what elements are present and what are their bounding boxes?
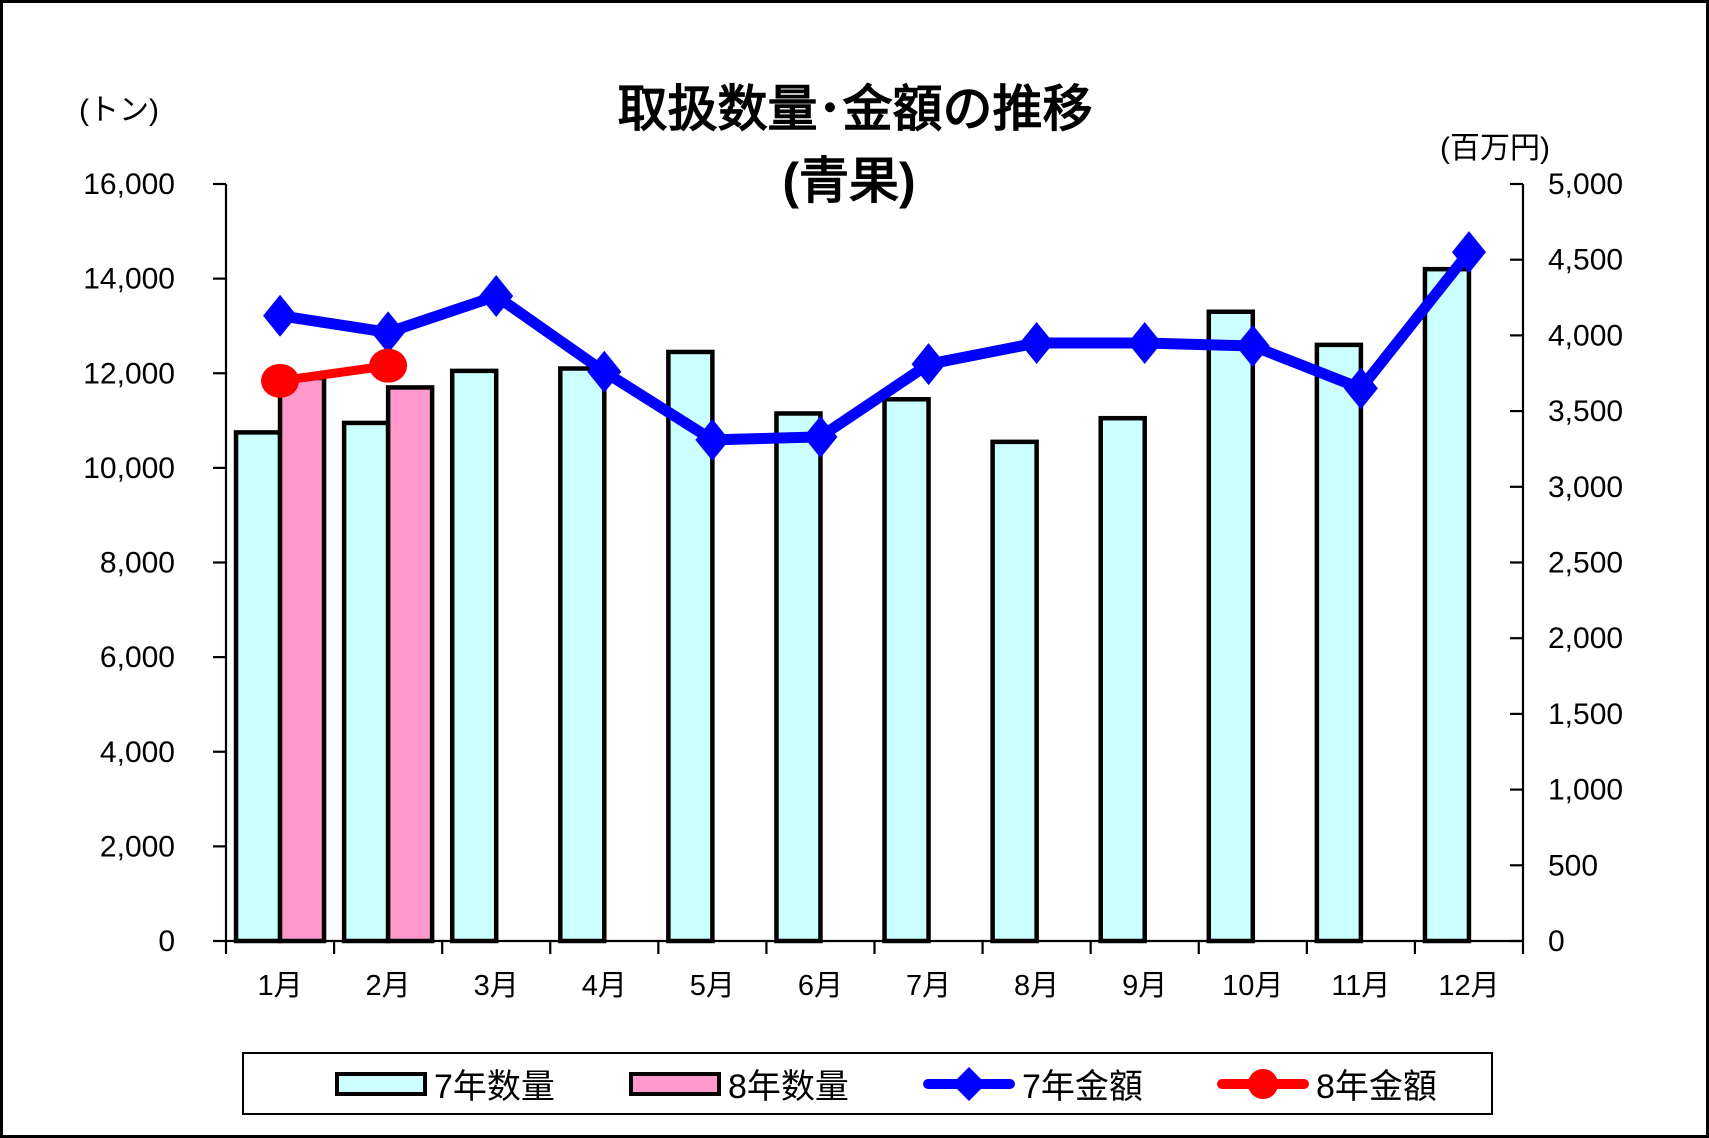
right-tick-label: 3,000	[1548, 471, 1623, 504]
left-axis-unit-label: (トン)	[79, 94, 159, 127]
diamond-marker-icon	[1343, 367, 1378, 410]
month-label: 11月	[1331, 970, 1390, 1002]
bar	[233, 430, 283, 944]
legend-item-amt-y8: 8年金額	[1217, 1054, 1437, 1113]
right-tick-label: 5,000	[1548, 168, 1623, 201]
diamond-marker-icon	[911, 343, 946, 386]
bar	[1098, 415, 1147, 944]
right-tick-label: 4,500	[1548, 244, 1623, 277]
circle-marker-icon	[261, 363, 300, 398]
month-label: 10月	[1222, 970, 1283, 1002]
month-label: 2月	[366, 970, 411, 1002]
right-tick-label: 0	[1548, 925, 1565, 958]
month-label: 4月	[582, 970, 627, 1002]
legend-item-amt-y7: 7年金額	[923, 1054, 1143, 1113]
line-series-0	[263, 231, 1486, 461]
bar	[1422, 266, 1472, 944]
left-tick-label: 8,000	[100, 547, 175, 580]
left-tick-label: 6,000	[100, 641, 175, 674]
bar	[774, 411, 823, 944]
diamond-marker-icon	[952, 1066, 986, 1101]
legend-item-qty-y7: 7年数量	[335, 1054, 555, 1113]
right-tick-label: 1,000	[1548, 774, 1623, 807]
month-label: 5月	[690, 970, 735, 1002]
bars-series-0	[233, 266, 1472, 944]
legend-swatch-line-diamond-icon	[923, 1064, 1015, 1104]
month-label: 6月	[798, 970, 843, 1002]
month-label: 7月	[906, 970, 951, 1002]
legend-item-qty-y8: 8年数量	[629, 1054, 849, 1113]
diamond-marker-icon	[1127, 321, 1162, 364]
diamond-marker-icon	[803, 415, 838, 458]
left-axis-labels: 0 2,000 4,000 6,000 8,000 10,000 12,000 14,000 1…	[83, 168, 226, 958]
diamond-marker-icon	[1451, 231, 1486, 274]
plot-area: 0 2,000 4,000 6,000 8,000 10,000 12,000 14,000 1…	[83, 168, 1623, 1002]
legend: 7年数量 8年数量 7年金額 8年金額	[242, 1052, 1493, 1115]
bar	[882, 397, 931, 944]
month-label: 9月	[1122, 970, 1167, 1002]
circle-marker-icon	[1248, 1068, 1278, 1099]
diamond-marker-icon	[1019, 321, 1054, 364]
left-tick-label: 10,000	[83, 452, 175, 485]
line-series-1	[261, 348, 408, 398]
diamond-marker-icon	[695, 418, 730, 461]
bar	[990, 439, 1039, 944]
legend-swatch-bar-pink	[629, 1071, 721, 1096]
right-axis-labels: 0 500 1,000 1,500 2,000 2,500 3,000 3,500 4,000 4…	[1510, 168, 1623, 958]
bar	[277, 375, 327, 944]
diamond-marker-icon	[371, 311, 406, 354]
month-label: 12月	[1438, 970, 1499, 1002]
legend-label: 7年金額	[1022, 1068, 1143, 1106]
x-axis-labels: 1月 2月 3月 4月 5月 6月 7月 8月 9月 10月 11月 12月	[257, 970, 1499, 1002]
circle-marker-icon	[369, 348, 408, 383]
bar	[1314, 342, 1364, 944]
right-tick-label: 2,500	[1548, 547, 1623, 580]
right-tick-label: 3,500	[1548, 395, 1623, 428]
legend-label: 8年金額	[1316, 1068, 1437, 1106]
bar	[558, 366, 607, 944]
bar	[385, 385, 435, 944]
diamond-marker-icon	[479, 275, 514, 318]
diamond-marker-icon	[1235, 324, 1270, 367]
right-tick-label: 2,000	[1548, 622, 1623, 655]
legend-swatch-line-circle-icon	[1217, 1064, 1309, 1104]
right-tick-label: 1,500	[1548, 698, 1623, 731]
chart-title: 取扱数量･金額の推移	[617, 81, 1093, 137]
chart-subtitle: (青果)	[782, 153, 916, 209]
right-tick-label: 4,000	[1548, 319, 1623, 352]
right-tick-label: 500	[1548, 849, 1598, 882]
left-tick-label: 2,000	[100, 830, 175, 863]
month-label: 8月	[1014, 970, 1059, 1002]
left-tick-label: 0	[158, 925, 175, 958]
left-tick-label: 12,000	[83, 357, 175, 390]
left-tick-label: 4,000	[100, 736, 175, 769]
left-tick-label: 14,000	[83, 263, 175, 296]
left-tick-label: 16,000	[83, 168, 175, 201]
legend-label: 8年数量	[728, 1068, 849, 1106]
legend-swatch-bar-cyan	[335, 1071, 427, 1096]
bar	[341, 420, 391, 944]
legend-label: 7年数量	[434, 1068, 555, 1106]
bar	[449, 368, 499, 944]
right-axis-unit-label: (百万円)	[1440, 132, 1550, 165]
diamond-marker-icon	[587, 350, 622, 393]
month-label: 1月	[257, 970, 302, 1002]
month-label: 3月	[474, 970, 519, 1002]
bar	[1206, 309, 1256, 944]
diamond-marker-icon	[263, 294, 298, 337]
